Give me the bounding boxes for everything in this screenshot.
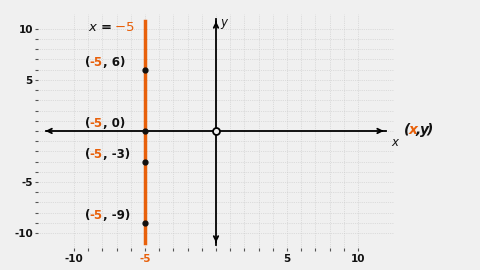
Text: (: ( [85, 148, 91, 161]
Text: ): ) [426, 123, 432, 137]
Text: -5: -5 [89, 209, 102, 222]
Text: (: ( [85, 56, 91, 69]
Text: , 6): , 6) [103, 56, 125, 69]
Text: , 0): , 0) [103, 117, 125, 130]
Text: -5: -5 [89, 56, 102, 69]
Text: (: ( [85, 117, 91, 130]
Text: $\mathit{x}$: $\mathit{x}$ [391, 136, 400, 149]
Text: ,: , [416, 123, 421, 137]
Text: , -3): , -3) [103, 148, 130, 161]
Text: -5: -5 [89, 148, 102, 161]
Text: (: ( [85, 209, 91, 222]
Text: $\mathit{x}$ =: $\mathit{x}$ = [88, 21, 114, 34]
Text: $-5$: $-5$ [114, 21, 134, 34]
Text: , -9): , -9) [103, 209, 130, 222]
Text: x: x [409, 123, 418, 137]
Text: y: y [420, 123, 429, 137]
Text: $\mathit{y}$: $\mathit{y}$ [220, 16, 229, 31]
Text: -5: -5 [89, 117, 102, 130]
Text: (: ( [404, 123, 410, 137]
